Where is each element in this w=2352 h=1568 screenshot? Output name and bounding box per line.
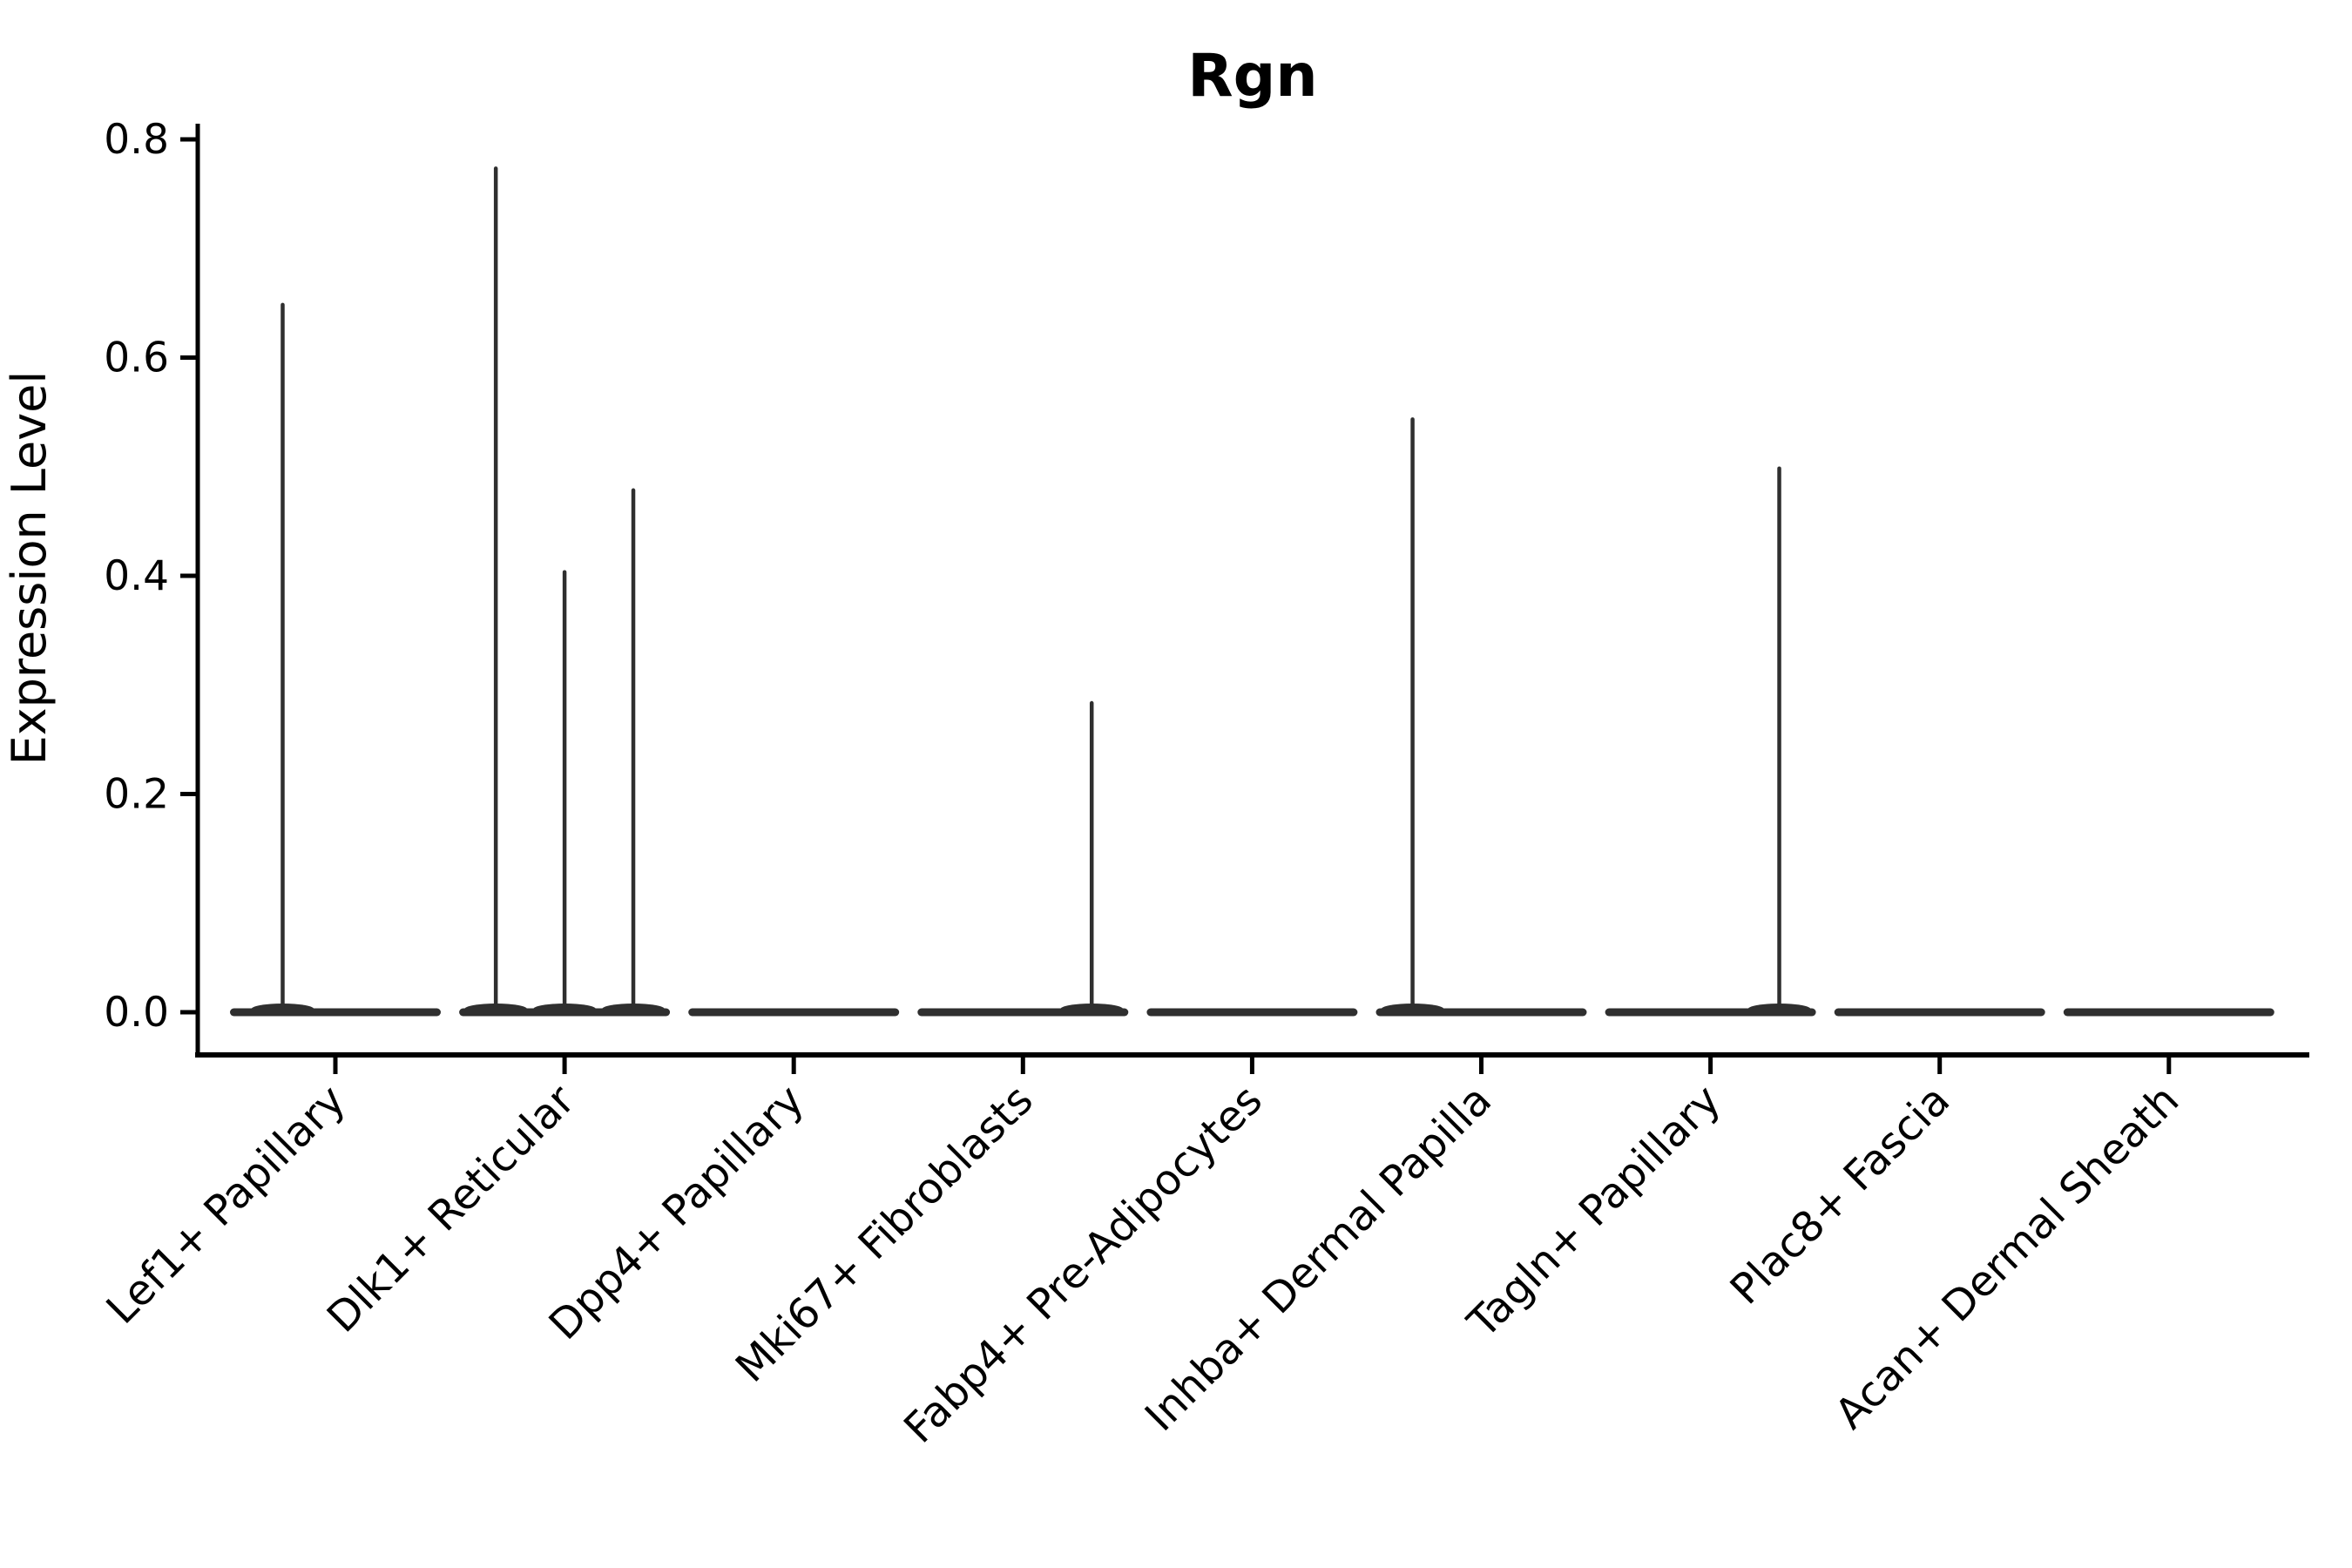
y-tick-label: 0.4 — [104, 552, 169, 600]
violin-baseline — [917, 1008, 1129, 1017]
violin-7 — [1605, 466, 1816, 1017]
y-tick-label: 0.2 — [104, 771, 169, 819]
y-axis-label: Expression Level — [2, 371, 57, 766]
violin-6 — [1375, 417, 1587, 1017]
y-tick-label: 0.6 — [104, 335, 169, 382]
y-tick-label: 0.8 — [104, 116, 169, 164]
violin-4 — [917, 700, 1129, 1017]
chart-title: Rgn — [1187, 42, 1317, 111]
violin-baseline — [2063, 1008, 2274, 1017]
violin-baseline — [1375, 1008, 1587, 1017]
violins — [230, 166, 2274, 1017]
violin-baseline — [459, 1008, 671, 1017]
violin-3 — [688, 1008, 900, 1017]
violin-baseline — [1834, 1008, 2045, 1017]
y-axis-ticks: 0.0 0.2 0.4 0.6 0.8 — [104, 116, 198, 1037]
violin-baseline — [1146, 1008, 1358, 1017]
violin-baseline — [230, 1008, 441, 1017]
y-tick-label: 0.0 — [104, 989, 169, 1037]
violin-5 — [1146, 1008, 1358, 1017]
violin-8 — [1834, 1008, 2045, 1017]
violin-2 — [459, 166, 671, 1017]
violin-1 — [230, 302, 441, 1017]
violin-baseline — [688, 1008, 900, 1017]
violin-baseline — [1605, 1008, 1816, 1017]
violin-9 — [2063, 1008, 2274, 1017]
